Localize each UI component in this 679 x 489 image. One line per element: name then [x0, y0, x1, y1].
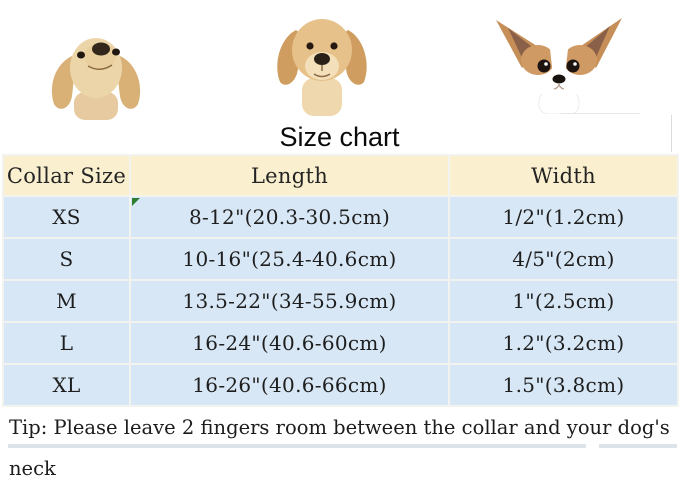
photo-frame-line [671, 115, 672, 152]
table-row-s: S 10-16"(25.4-40.6cm) 4/5"(2cm) [2, 237, 679, 281]
width-cell: 4/5"(2cm) [448, 237, 679, 281]
table-row-xl: XL 16-26"(40.6-66cm) 1.5"(3.8cm) [2, 363, 679, 407]
spaniel-puppy-photo [51, 38, 141, 120]
table-row-m: M 13.5-22"(34-55.9cm) 1"(2.5cm) [2, 279, 679, 323]
column-header-length: Length [129, 154, 450, 197]
table-row-xs: XS 8-12"(20.3-30.5cm) 1/2"(1.2cm) [2, 195, 679, 239]
dog-photos-row [0, 0, 679, 152]
length-cell: 16-26"(40.6-66cm) [129, 363, 450, 407]
green-corner-marker [132, 198, 140, 206]
size-cell: M [2, 279, 131, 323]
table-row-l: L 16-24"(40.6-60cm) 1.2"(3.2cm) [2, 321, 679, 365]
size-chart-table: Collar Size Length Width XS 8-12"(20.3-3… [2, 154, 679, 407]
length-cell: 13.5-22"(34-55.9cm) [129, 279, 450, 323]
width-cell: 1.5"(3.8cm) [448, 363, 679, 407]
header-row: Collar Size Length Width [2, 154, 679, 197]
length-cell: 10-16"(25.4-40.6cm) [129, 237, 450, 281]
width-cell: 1"(2.5cm) [448, 279, 679, 323]
sizing-tip-text: Tip: Please leave 2 fingers room between… [0, 407, 679, 480]
column-header-width: Width [448, 154, 679, 197]
width-cell: 1/2"(1.2cm) [448, 195, 679, 239]
size-cell: L [2, 321, 131, 365]
length-cell: 16-24"(40.6-60cm) [129, 321, 450, 365]
page-title: Size chart [279, 122, 400, 152]
cutoff-row-strip-left [8, 444, 586, 448]
photo-bottom-edge [560, 113, 640, 114]
cutoff-row-strip-right [599, 444, 677, 448]
column-header-collar-size: Collar Size [2, 154, 131, 197]
width-cell: 1.2"(3.2cm) [448, 321, 679, 365]
length-cell: 8-12"(20.3-30.5cm) [129, 195, 450, 239]
size-cell: XS [2, 195, 131, 239]
size-cell: S [2, 237, 131, 281]
chihuahua-puppy-photo [496, 18, 622, 114]
size-cell: XL [2, 363, 131, 407]
golden-retriever-puppy-photo [277, 19, 367, 116]
